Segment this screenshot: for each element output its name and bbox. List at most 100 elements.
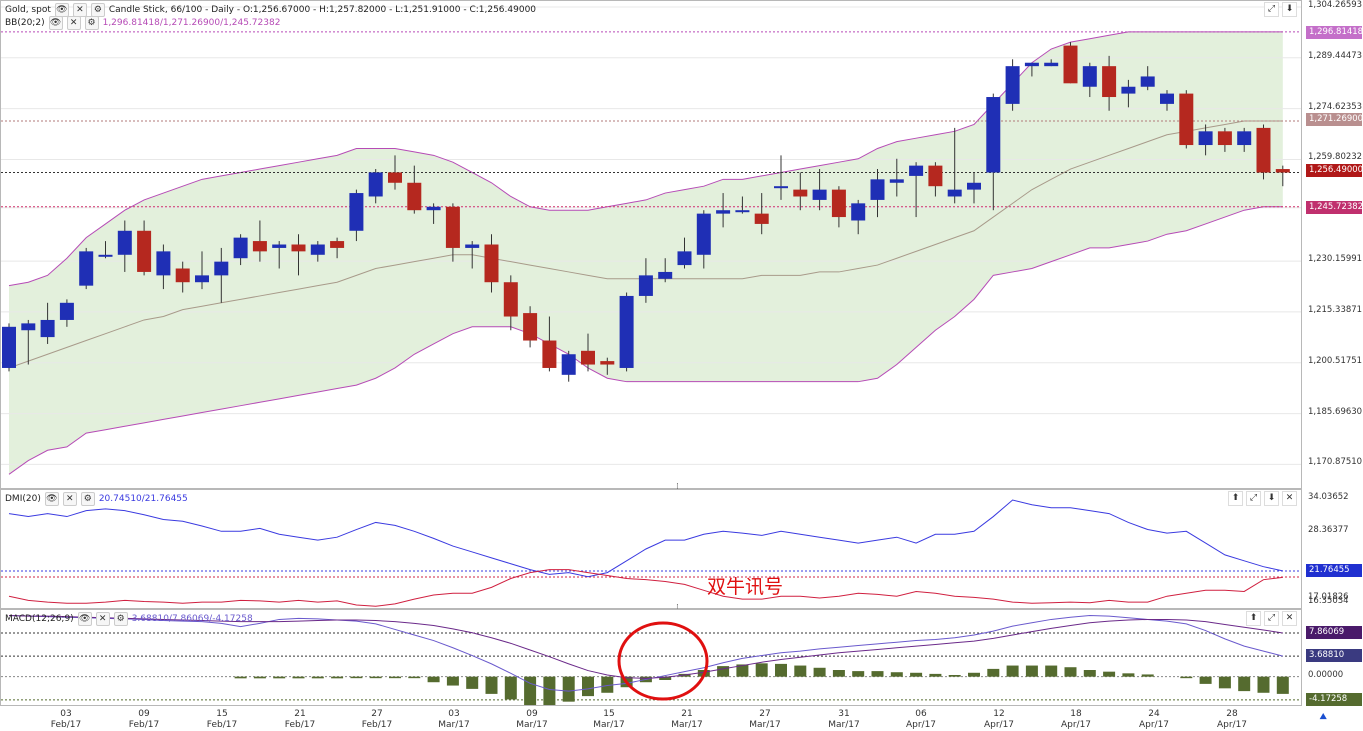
- candle-body: [1024, 62, 1039, 67]
- close-icon[interactable]: ✕: [1282, 611, 1297, 626]
- macd-histogram-bar: [775, 663, 787, 677]
- x-tick-label: 09 Feb/17: [124, 709, 164, 731]
- macd-histogram-bar: [466, 676, 479, 689]
- macd-header: MACD(12;26;9) 👁 ✕ ⚙ 3.68810/7.86069/-4.1…: [5, 612, 253, 626]
- bb-values: 1,296.81418/1,271.26900/1,245.72382: [102, 18, 281, 28]
- candle-body: [947, 189, 962, 197]
- eye-icon[interactable]: 👁: [77, 612, 92, 626]
- close-icon[interactable]: ✕: [95, 612, 110, 626]
- x-tick-month: Apr/17: [1138, 720, 1170, 730]
- eye-icon[interactable]: 👁: [48, 16, 63, 30]
- price-header: Gold, spot 👁 ✕ ⚙ Candle Stick, 66/100 - …: [5, 3, 536, 17]
- gear-icon[interactable]: ⚙: [90, 3, 105, 17]
- candle-body: [1256, 127, 1271, 173]
- macd-histogram-bar: [987, 668, 1000, 677]
- x-tick-day: 28: [1226, 709, 1238, 719]
- scroll-up-icon[interactable]: ⯅: [1318, 710, 1329, 725]
- candle-body: [677, 251, 692, 266]
- candle-body: [137, 230, 152, 272]
- candle-body: [1217, 131, 1232, 146]
- gear-icon[interactable]: ⚙: [84, 16, 99, 30]
- x-tick-label: 15 Mar/17: [589, 709, 629, 731]
- x-tick-day: 18: [1070, 709, 1082, 719]
- eye-icon[interactable]: 👁: [54, 3, 69, 17]
- x-tick-label: 15 Feb/17: [202, 709, 242, 731]
- x-tick-day: 27: [759, 709, 771, 719]
- y-tick-label: 1,274.62353: [1308, 101, 1363, 112]
- candle-body: [542, 340, 557, 368]
- move-up-icon[interactable]: ⬆: [1246, 611, 1261, 626]
- macd-histogram-bar: [543, 676, 556, 705]
- x-tick-month: Mar/17: [516, 720, 548, 730]
- pane-resize-grip[interactable]: ⁞: [676, 482, 679, 492]
- macd-histogram-bar: [1103, 671, 1116, 677]
- move-down-icon[interactable]: ⬇: [1282, 2, 1297, 17]
- dmi-pane[interactable]: DMI(20) 👁 ✕ ⚙ 20.74510/21.76455 ⬆ ⤢ ⬇ ✕ …: [0, 489, 1302, 609]
- x-tick-day: 03: [60, 709, 72, 719]
- candle-body: [889, 179, 904, 183]
- price-tag: 1,271.26900: [1306, 113, 1363, 127]
- pane-resize-grip[interactable]: ⁞: [676, 603, 679, 613]
- dmi-controls: ⬆ ⤢ ⬇ ✕: [1228, 491, 1297, 506]
- candle-body: [600, 361, 615, 365]
- x-tick-month: Mar/17: [671, 720, 703, 730]
- bb-label: BB(20;2): [5, 18, 45, 28]
- macd-pane[interactable]: MACD(12;26;9) 👁 ✕ ⚙ 3.68810/7.86069/-4.1…: [0, 609, 1302, 706]
- candle-body: [368, 172, 383, 197]
- macd-chart-svg: [1, 615, 1301, 705]
- macd-line: [8, 615, 1283, 692]
- gear-icon[interactable]: ⚙: [113, 612, 128, 626]
- macd-histogram-bar: [929, 673, 942, 677]
- close-icon[interactable]: ✕: [62, 492, 77, 506]
- ohlc-readout: Candle Stick, 66/100 - Daily - O:1,256.6…: [108, 5, 537, 15]
- macd-histogram-bar: [582, 676, 594, 697]
- macd-histogram-bar: [504, 676, 517, 700]
- macd-histogram-bar: [832, 670, 845, 677]
- x-tick-month: Feb/17: [206, 720, 238, 730]
- macd-histogram-bar: [331, 676, 344, 679]
- y-tick-label: 34.03652: [1308, 491, 1349, 502]
- maximize-icon[interactable]: ⤢: [1264, 2, 1279, 17]
- macd-histogram-bar: [852, 671, 865, 677]
- candle-body: [754, 213, 769, 224]
- x-tick-day: 03: [448, 709, 460, 719]
- x-tick-day: 09: [526, 709, 538, 719]
- crossover-highlight-circle: [617, 621, 709, 701]
- move-up-icon[interactable]: ⬆: [1228, 491, 1243, 506]
- candle-body: [561, 354, 576, 375]
- candle-body: [349, 193, 364, 231]
- candle-body: [986, 97, 1001, 173]
- x-tick-day: 27: [371, 709, 383, 719]
- candle-body: [407, 182, 422, 211]
- price-tag: 7.86069: [1306, 625, 1362, 639]
- x-tick-day: 15: [603, 709, 615, 719]
- candle-body: [1082, 66, 1097, 87]
- candle-body: [1005, 66, 1020, 104]
- eye-icon[interactable]: 👁: [44, 492, 59, 506]
- y-tick-label: 0.00000: [1308, 669, 1344, 680]
- dmi-y-axis: 34.03652 28.36377 17.01826 16.35034 21.76455: [1302, 489, 1363, 609]
- maximize-icon[interactable]: ⤢: [1264, 611, 1279, 626]
- maximize-icon[interactable]: ⤢: [1246, 491, 1261, 506]
- x-tick-label: 18 Apr/17: [1056, 709, 1096, 731]
- signal-annotation: 双牛讯号: [707, 576, 784, 598]
- x-tick-label: 12 Apr/17: [979, 709, 1019, 731]
- close-icon[interactable]: ✕: [72, 3, 87, 17]
- x-tick-month: Apr/17: [983, 720, 1015, 730]
- close-icon[interactable]: ✕: [66, 16, 81, 30]
- candle-body: [1044, 62, 1059, 67]
- macd-histogram-bar: [1025, 665, 1038, 677]
- x-tick-label: 28 Apr/17: [1212, 709, 1252, 731]
- price-tag: -4.17258: [1306, 692, 1362, 706]
- bb-lower-line: [8, 206, 1283, 475]
- price-pane[interactable]: Gold, spot 👁 ✕ ⚙ Candle Stick, 66/100 - …: [0, 0, 1302, 489]
- instrument-title: Gold, spot: [5, 5, 51, 15]
- y-tick-label: 1,200.51751: [1308, 355, 1363, 366]
- macd-histogram-bar: [253, 676, 266, 679]
- plus-di-line: [8, 499, 1283, 578]
- close-icon[interactable]: ✕: [1282, 491, 1297, 506]
- move-down-icon[interactable]: ⬇: [1264, 491, 1279, 506]
- gear-icon[interactable]: ⚙: [80, 492, 95, 506]
- x-tick-month: Mar/17: [438, 720, 470, 730]
- y-tick-label: 16.35034: [1308, 595, 1349, 606]
